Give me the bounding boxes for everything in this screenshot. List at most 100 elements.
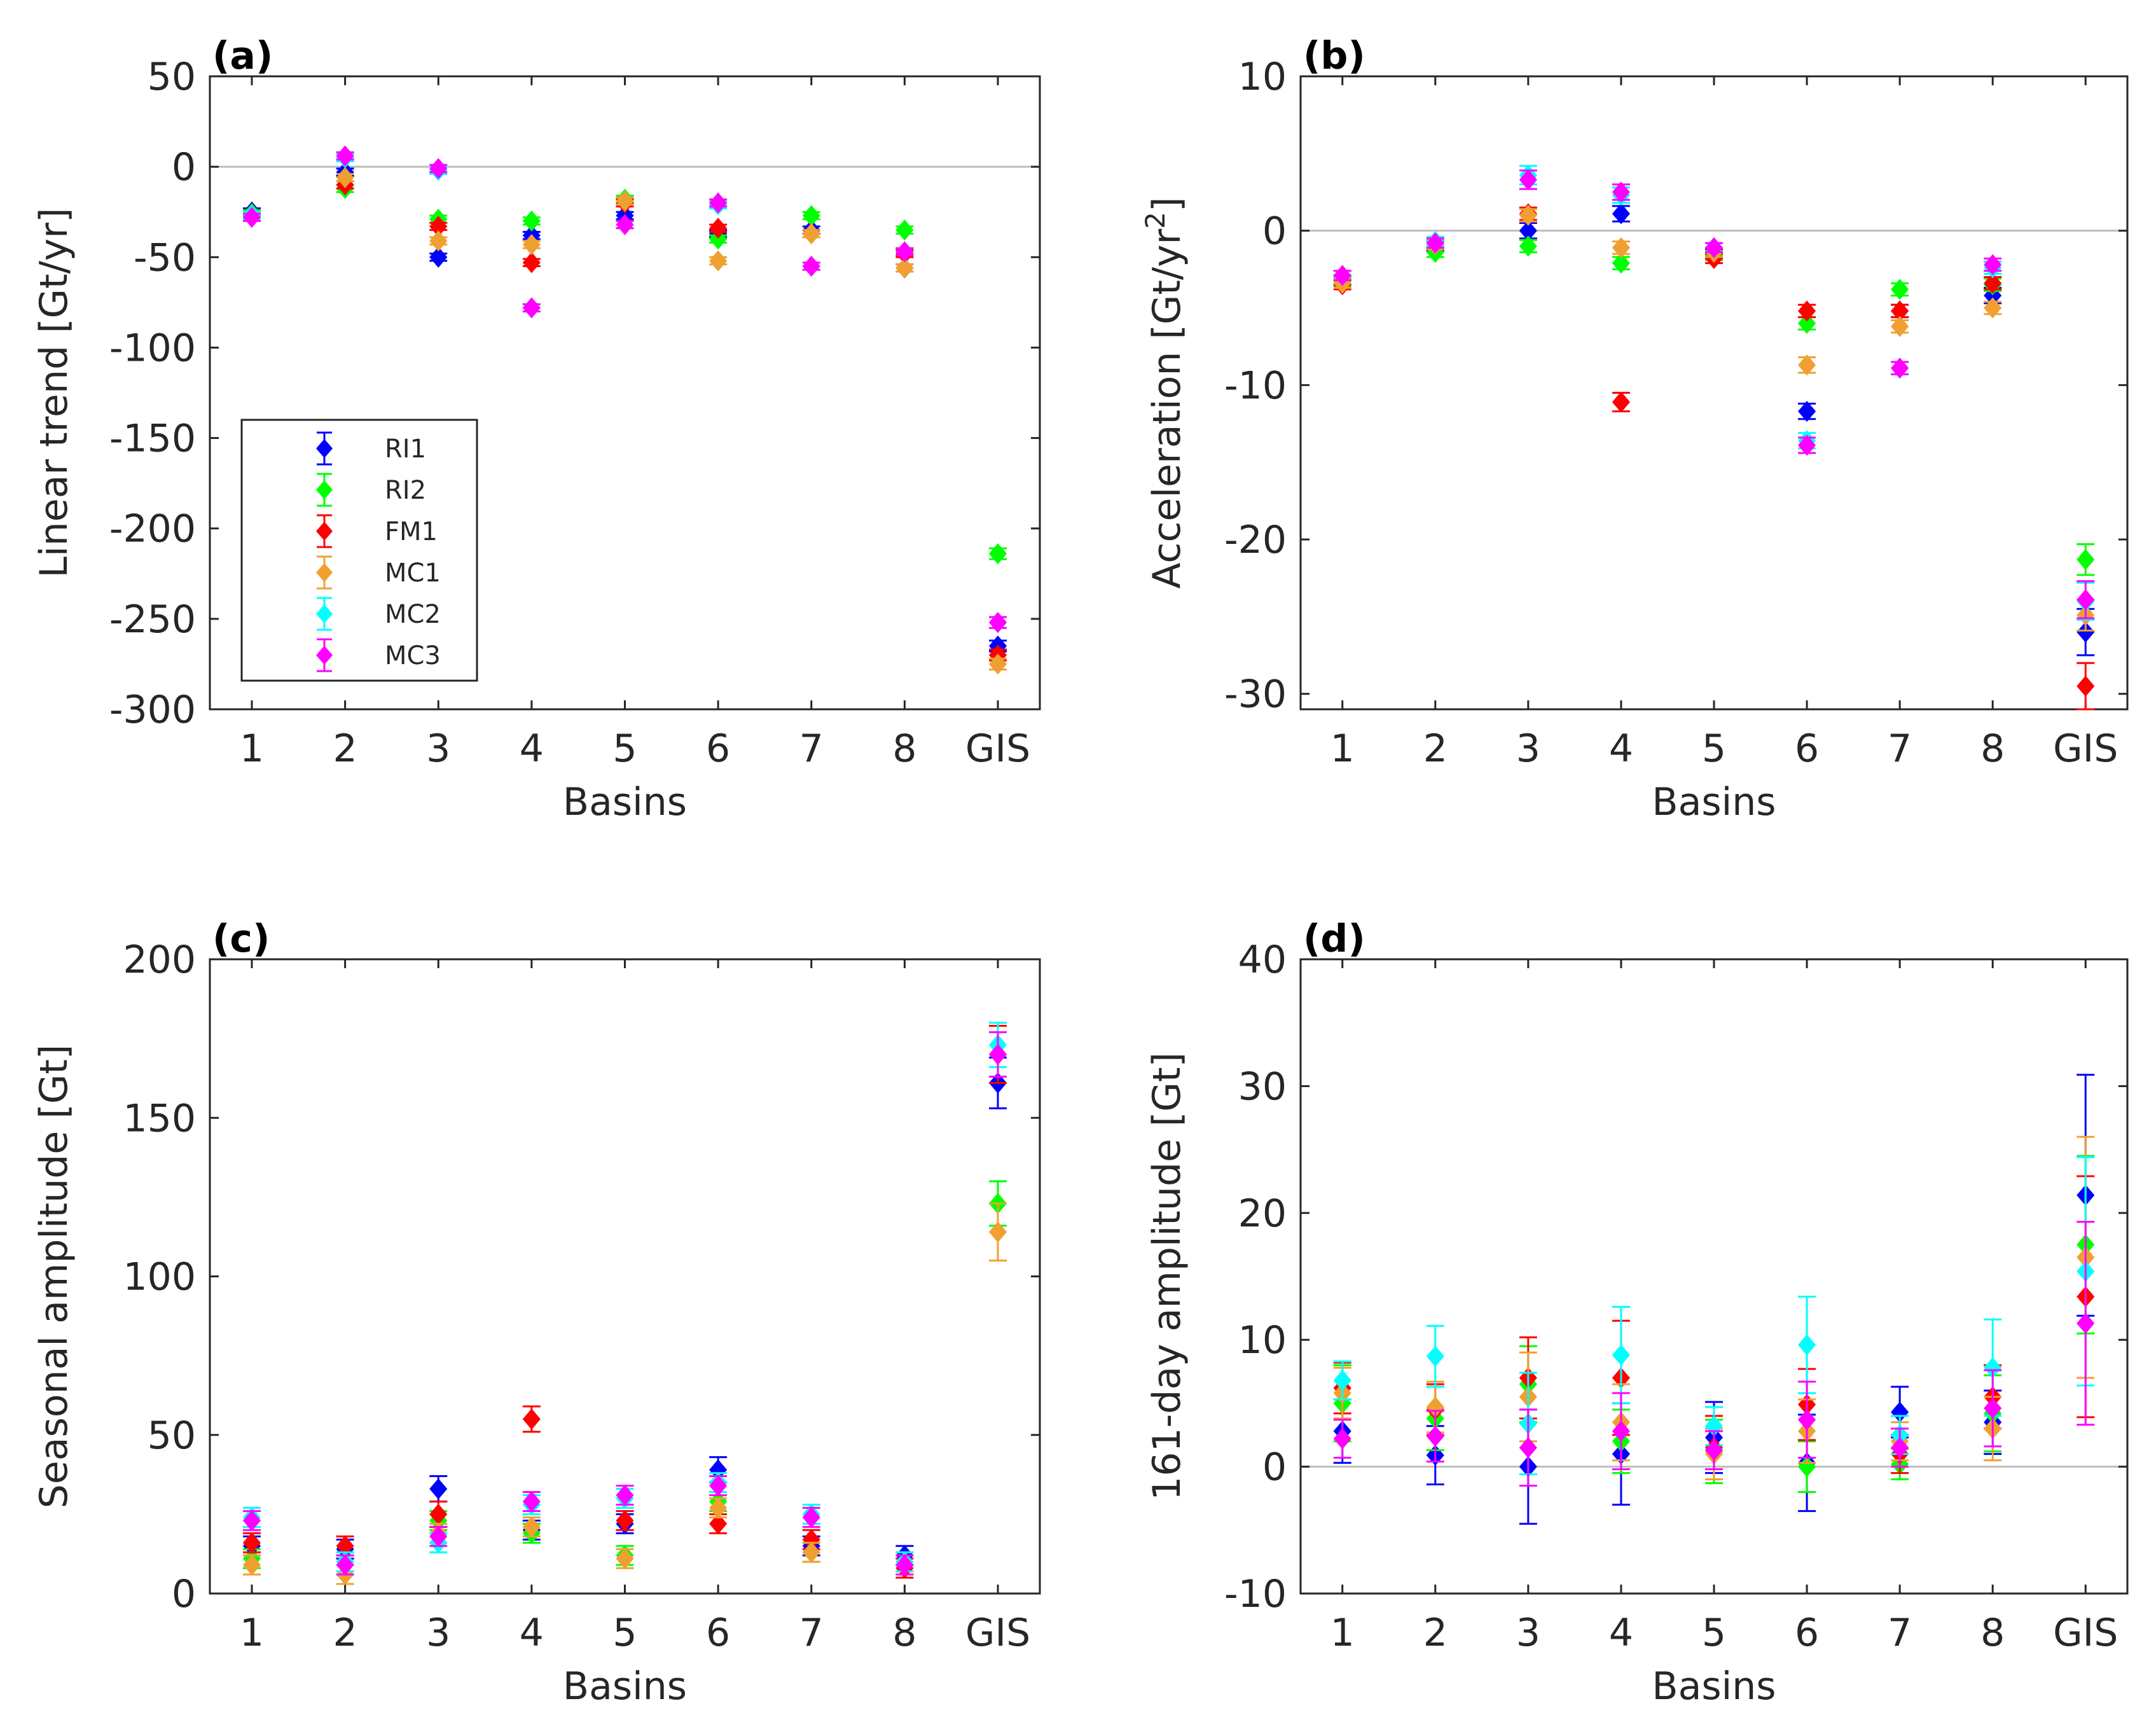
data-point <box>242 1510 261 1531</box>
data-point <box>522 1516 541 1538</box>
data-point <box>1798 1409 1816 1431</box>
data-point <box>522 233 541 255</box>
data-point <box>988 543 1007 565</box>
x-tick-label: 5 <box>1702 726 1726 771</box>
data-point <box>1426 1426 1444 1447</box>
legend: RI1 RI2 FM1 MC1 MC2 MC3 <box>240 419 478 682</box>
data-point <box>616 1548 634 1569</box>
x-tick-label: 3 <box>1516 1611 1540 1655</box>
data-point <box>709 228 728 250</box>
y-tick-label: 0 <box>1262 1445 1287 1490</box>
x-tick-label: 6 <box>1795 1611 1819 1655</box>
data-point <box>709 192 728 214</box>
data-point <box>1984 254 2002 275</box>
data-point <box>1798 300 1816 322</box>
data-point <box>1612 181 1630 203</box>
data-point <box>1519 235 1537 257</box>
data-point <box>616 190 634 212</box>
data-point <box>1426 1345 1444 1367</box>
x-tick-label: 4 <box>520 1611 544 1655</box>
data-point <box>522 252 541 274</box>
y-tick-label: -200 <box>109 507 196 552</box>
x-tick-label: 5 <box>1702 1611 1726 1655</box>
legend-label: FM1 <box>385 517 438 546</box>
x-tick-label: 8 <box>1980 726 2005 771</box>
data-point <box>1519 1437 1537 1459</box>
series-MC3 <box>242 145 1007 634</box>
x-tick-label: 1 <box>1330 1611 1355 1655</box>
y-axis-title: Seasonal amplitude [Gt] <box>32 1045 76 1508</box>
data-point <box>2077 589 2095 611</box>
series-MC3 <box>242 1031 1007 1576</box>
y-tick-label: 150 <box>123 1096 196 1141</box>
x-tick-label: 3 <box>426 1611 450 1655</box>
data-point <box>616 1484 634 1506</box>
data-point <box>336 1554 354 1576</box>
data-point <box>1798 1334 1816 1356</box>
legend-marker <box>316 522 333 541</box>
data-point <box>2077 549 2095 571</box>
data-point <box>242 207 261 228</box>
series-MC3 <box>1333 169 2095 620</box>
x-tick-label: 7 <box>799 1611 824 1655</box>
x-tick-label: 7 <box>1888 1611 1912 1655</box>
x-tick-label: 5 <box>612 726 637 771</box>
data-point <box>802 1506 820 1528</box>
data-point <box>1612 1344 1630 1366</box>
data-point <box>1519 204 1537 226</box>
legend-marker <box>316 563 333 582</box>
x-tick-label: 4 <box>1609 1611 1633 1655</box>
data-point <box>709 1475 728 1497</box>
legend-marker <box>316 480 333 499</box>
data-point <box>522 297 541 319</box>
data-point <box>1704 237 1724 258</box>
y-tick-label: 0 <box>172 1572 196 1616</box>
x-tick-label: 2 <box>1423 1611 1448 1655</box>
data-point <box>1984 297 2002 319</box>
x-tick-label: 1 <box>1330 726 1355 771</box>
data-point <box>1984 1398 2002 1419</box>
data-point <box>988 611 1007 634</box>
legend-label: MC1 <box>385 559 441 588</box>
data-point <box>616 1510 634 1531</box>
data-point <box>429 1478 448 1500</box>
data-point <box>242 1532 261 1553</box>
data-point <box>1891 358 1909 379</box>
panel-label: (c) <box>212 917 270 961</box>
data-point <box>988 1221 1007 1243</box>
data-point <box>1798 312 1816 334</box>
x-tick-label: 8 <box>892 1611 916 1655</box>
data-point <box>988 653 1007 675</box>
data-point <box>429 1525 448 1547</box>
y-tick-label: 40 <box>1238 938 1287 982</box>
data-point <box>895 257 914 279</box>
series-MC3 <box>1333 1221 2095 1487</box>
y-tick-label: 20 <box>1238 1191 1287 1236</box>
x-tick-label: 2 <box>333 726 357 771</box>
data-point <box>242 1554 261 1576</box>
y-tick-label: -30 <box>1224 672 1287 717</box>
data-point <box>2077 1312 2095 1334</box>
data-point <box>429 230 448 252</box>
data-point <box>1612 1420 1630 1442</box>
panel-label: (d) <box>1303 917 1365 961</box>
x-tick-label: GIS <box>965 726 1030 771</box>
x-tick-label: 3 <box>426 726 450 771</box>
data-point <box>1798 401 1816 422</box>
legend-box <box>240 419 478 682</box>
y-axis-title: Acceleration [Gt/yr2] <box>1140 197 1189 589</box>
x-tick-label: 6 <box>706 1611 730 1655</box>
data-point <box>2077 621 2095 643</box>
x-tick-label: 4 <box>520 726 544 771</box>
legend-label: MC3 <box>385 641 441 670</box>
y-tick-label: -20 <box>1224 518 1287 562</box>
legend-label: RI1 <box>385 434 426 464</box>
x-tick-label: 7 <box>1888 726 1912 771</box>
series-MC1 <box>1333 204 2095 632</box>
data-point <box>709 1513 728 1534</box>
x-tick-label: GIS <box>2053 726 2118 771</box>
x-axis-title: Basins <box>1652 1664 1776 1709</box>
data-point <box>1891 1437 1909 1459</box>
x-tick-label: 7 <box>799 726 824 771</box>
